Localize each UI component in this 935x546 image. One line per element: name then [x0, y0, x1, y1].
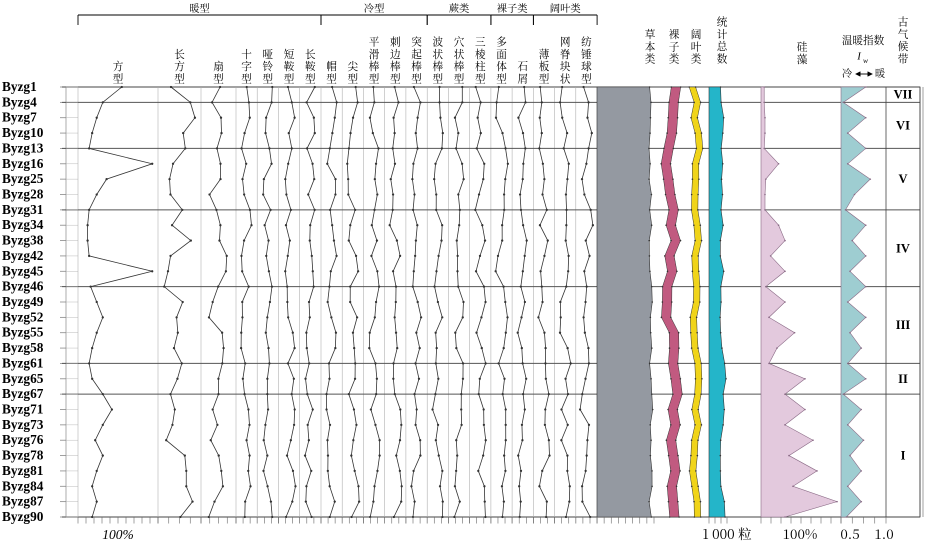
svg-text:Byzg76: Byzg76 — [2, 432, 44, 447]
svg-text:型: 型 — [496, 72, 507, 87]
svg-text:Byzg16: Byzg16 — [2, 156, 44, 171]
svg-text:型: 型 — [475, 72, 486, 87]
svg-text:Byzg46: Byzg46 — [2, 279, 44, 294]
svg-text:Byzg55: Byzg55 — [2, 325, 44, 340]
svg-text:Byzg7: Byzg7 — [2, 110, 37, 125]
svg-text:100%: 100% — [102, 527, 134, 542]
svg-text:类: 类 — [669, 52, 680, 67]
svg-text:屑: 屑 — [517, 72, 528, 87]
svg-text:型: 型 — [113, 72, 124, 87]
svg-text:Byzg87: Byzg87 — [2, 494, 44, 509]
svg-text:Byzg52: Byzg52 — [2, 309, 44, 324]
svg-text:Byzg58: Byzg58 — [2, 340, 44, 355]
svg-text:Byzg31: Byzg31 — [2, 202, 43, 217]
svg-text:Byzg81: Byzg81 — [2, 463, 43, 478]
svg-text:数: 数 — [717, 51, 728, 66]
svg-text:Byzg45: Byzg45 — [2, 263, 44, 278]
svg-text:型: 型 — [390, 72, 401, 87]
svg-text:1 000 粒: 1 000 粒 — [702, 523, 752, 543]
svg-text:Byzg10: Byzg10 — [2, 125, 44, 140]
svg-text:Byzg71: Byzg71 — [2, 402, 43, 417]
svg-text:冷型: 冷型 — [364, 0, 385, 15]
svg-text:型: 型 — [454, 72, 465, 87]
svg-text:类: 类 — [691, 52, 702, 67]
svg-text:I: I — [901, 449, 906, 463]
svg-text:Byzg4: Byzg4 — [2, 94, 37, 109]
svg-text:Byzg84: Byzg84 — [2, 478, 44, 493]
svg-text:Byzg49: Byzg49 — [2, 294, 44, 309]
svg-text:型: 型 — [411, 72, 422, 87]
svg-text:Byzg61: Byzg61 — [2, 355, 43, 370]
svg-text:型: 型 — [305, 72, 316, 87]
svg-text:阔叶类: 阔叶类 — [550, 0, 581, 15]
svg-text:VII: VII — [894, 88, 913, 102]
svg-text:IV: IV — [896, 241, 910, 255]
svg-text:Byzg25: Byzg25 — [2, 171, 44, 186]
svg-text:III: III — [896, 318, 911, 332]
svg-text:Byzg38: Byzg38 — [2, 233, 44, 248]
svg-text:型: 型 — [369, 72, 380, 87]
svg-text:暖: 暖 — [875, 65, 885, 80]
svg-text:型: 型 — [284, 72, 295, 87]
svg-text:Byzg73: Byzg73 — [2, 417, 44, 432]
svg-text:Byzg42: Byzg42 — [2, 248, 44, 263]
svg-text:类: 类 — [645, 52, 656, 67]
svg-text:型: 型 — [213, 72, 224, 87]
svg-text:状: 状 — [560, 72, 571, 87]
svg-text:VI: VI — [896, 118, 910, 132]
svg-text:w: w — [863, 56, 868, 65]
svg-text:Byzg65: Byzg65 — [2, 371, 44, 386]
svg-text:Byzg28: Byzg28 — [2, 187, 44, 202]
svg-text:Byzg34: Byzg34 — [2, 217, 44, 232]
svg-text:Byzg1: Byzg1 — [2, 79, 37, 94]
svg-text:蕨类: 蕨类 — [449, 0, 470, 15]
svg-text:Byzg67: Byzg67 — [2, 386, 44, 401]
svg-text:带: 带 — [898, 51, 909, 66]
svg-text:II: II — [898, 372, 908, 386]
svg-text:Byzg90: Byzg90 — [2, 509, 44, 524]
svg-text:1.0: 1.0 — [874, 523, 893, 543]
svg-text:0.5: 0.5 — [840, 523, 859, 543]
svg-text:V: V — [898, 172, 907, 186]
svg-text:型: 型 — [174, 72, 185, 87]
svg-text:型: 型 — [581, 72, 592, 87]
svg-text:型: 型 — [326, 72, 337, 87]
svg-text:藻: 藻 — [797, 52, 808, 67]
svg-text:暖型: 暖型 — [189, 0, 210, 15]
svg-text:100%: 100% — [783, 523, 818, 543]
svg-text:Byzg13: Byzg13 — [2, 140, 44, 155]
svg-text:型: 型 — [433, 72, 444, 87]
svg-text:型: 型 — [539, 72, 550, 87]
svg-text:Byzg78: Byzg78 — [2, 448, 44, 463]
svg-text:型: 型 — [263, 72, 274, 87]
svg-text:裸子类: 裸子类 — [497, 0, 528, 15]
svg-text:温暖指数: 温暖指数 — [842, 33, 885, 48]
svg-text:冷: 冷 — [842, 65, 853, 80]
svg-text:型: 型 — [241, 72, 252, 87]
svg-text:型: 型 — [348, 72, 359, 87]
